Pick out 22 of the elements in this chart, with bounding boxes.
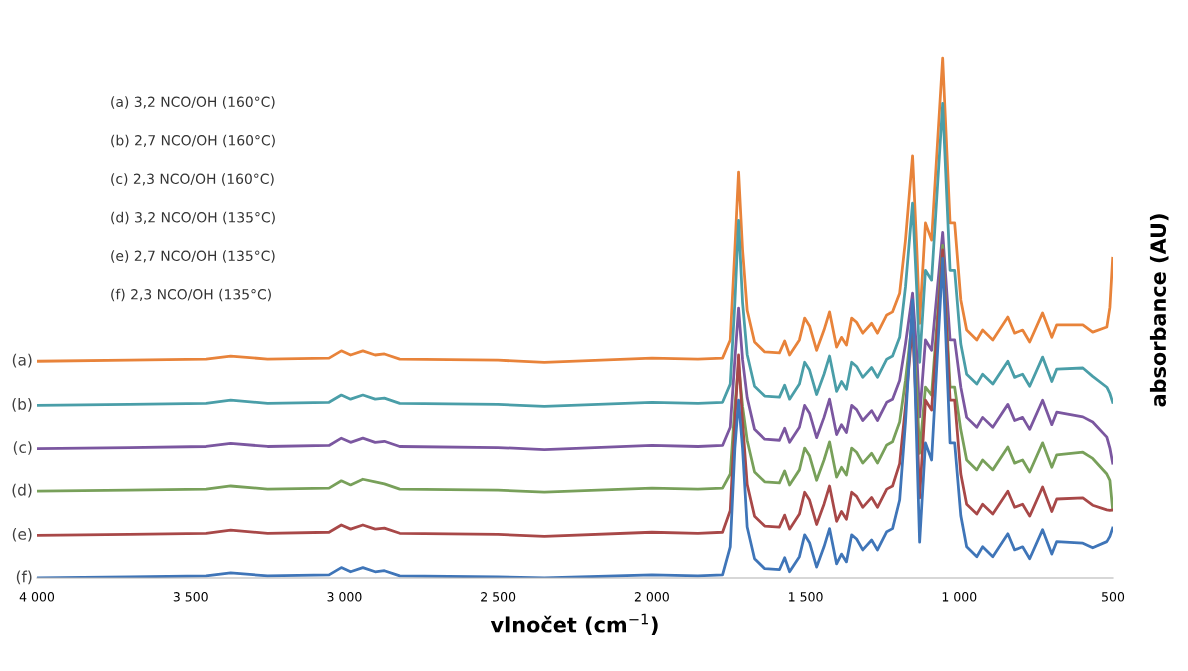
x-axis-title: vlnočet (cm$^{−1}$) — [490, 613, 658, 636]
y-axis-title: absorbance (AU) — [1149, 214, 1169, 407]
annotation: (a) 3,2 NCO/OH (160°C) — [111, 96, 275, 109]
annotation: (b) 2,7 NCO/OH (160°C) — [111, 134, 275, 148]
x-tick-label: 1 500 — [789, 592, 823, 602]
x-tick-label: 500 — [1102, 592, 1125, 602]
x-tick-label: 3 000 — [327, 592, 362, 602]
annotation: (c) 2,3 NCO/OH (160°C) — [111, 173, 274, 186]
series-label: (b) — [12, 398, 32, 412]
x-tick-label: 4 000 — [19, 592, 55, 602]
x-tick-label: 3 500 — [173, 592, 208, 602]
series-label: (d) — [12, 483, 32, 498]
annotation: (e) 2,7 NCO/OH (135°C) — [111, 250, 275, 263]
x-tick-label: 2 000 — [634, 592, 669, 602]
x-tick-label: 1 000 — [942, 592, 977, 602]
annotation: (f) 2,3 NCO/OH (135°C) — [111, 288, 271, 302]
series-label: (f) — [16, 570, 32, 585]
series-label: (c) — [13, 441, 32, 455]
series-label: (a) — [12, 353, 32, 368]
series-label: (e) — [12, 528, 32, 542]
x-tick-label: 2 500 — [481, 592, 516, 602]
annotation: (d) 3,2 NCO/OH (135°C) — [111, 211, 275, 225]
